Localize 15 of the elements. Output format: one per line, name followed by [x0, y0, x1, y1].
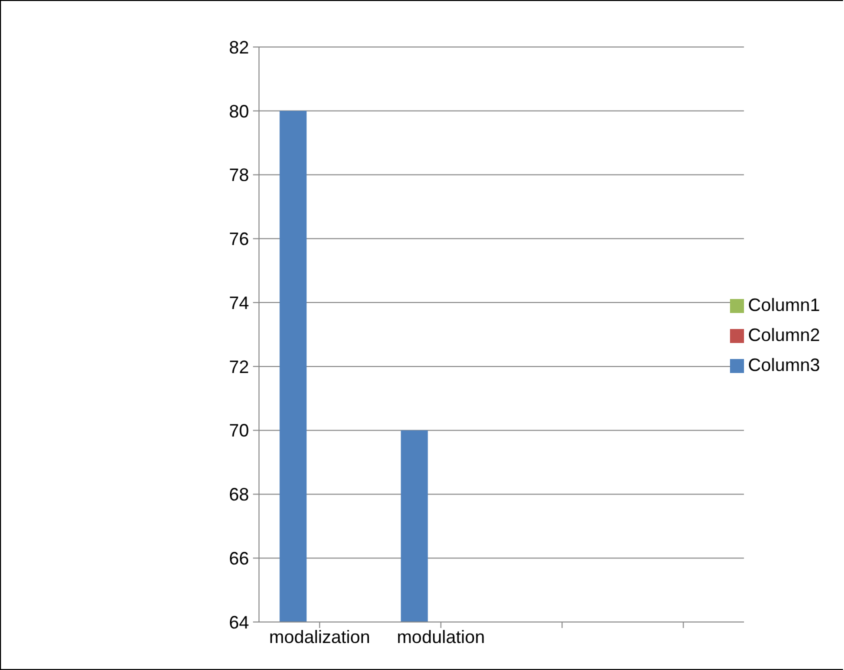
y-tick-label: 68 — [228, 484, 249, 505]
x-tick-label: modulation — [396, 626, 485, 647]
x-tick-label: modalization — [269, 626, 370, 647]
y-tick-label: 74 — [228, 292, 249, 313]
y-tick-label: 64 — [228, 612, 249, 632]
legend-label: Column2 — [748, 325, 820, 345]
y-tick-label: 66 — [228, 548, 249, 568]
y-tick-label: 78 — [228, 165, 249, 186]
legend-label: Column3 — [748, 355, 820, 375]
y-tick-label: 80 — [228, 101, 249, 122]
y-tick-label: 76 — [228, 229, 249, 250]
y-tick-label: 82 — [228, 37, 249, 58]
legend-label: Column1 — [748, 295, 820, 315]
y-tick-label: 72 — [228, 356, 249, 377]
y-tick-label: 70 — [228, 420, 249, 441]
